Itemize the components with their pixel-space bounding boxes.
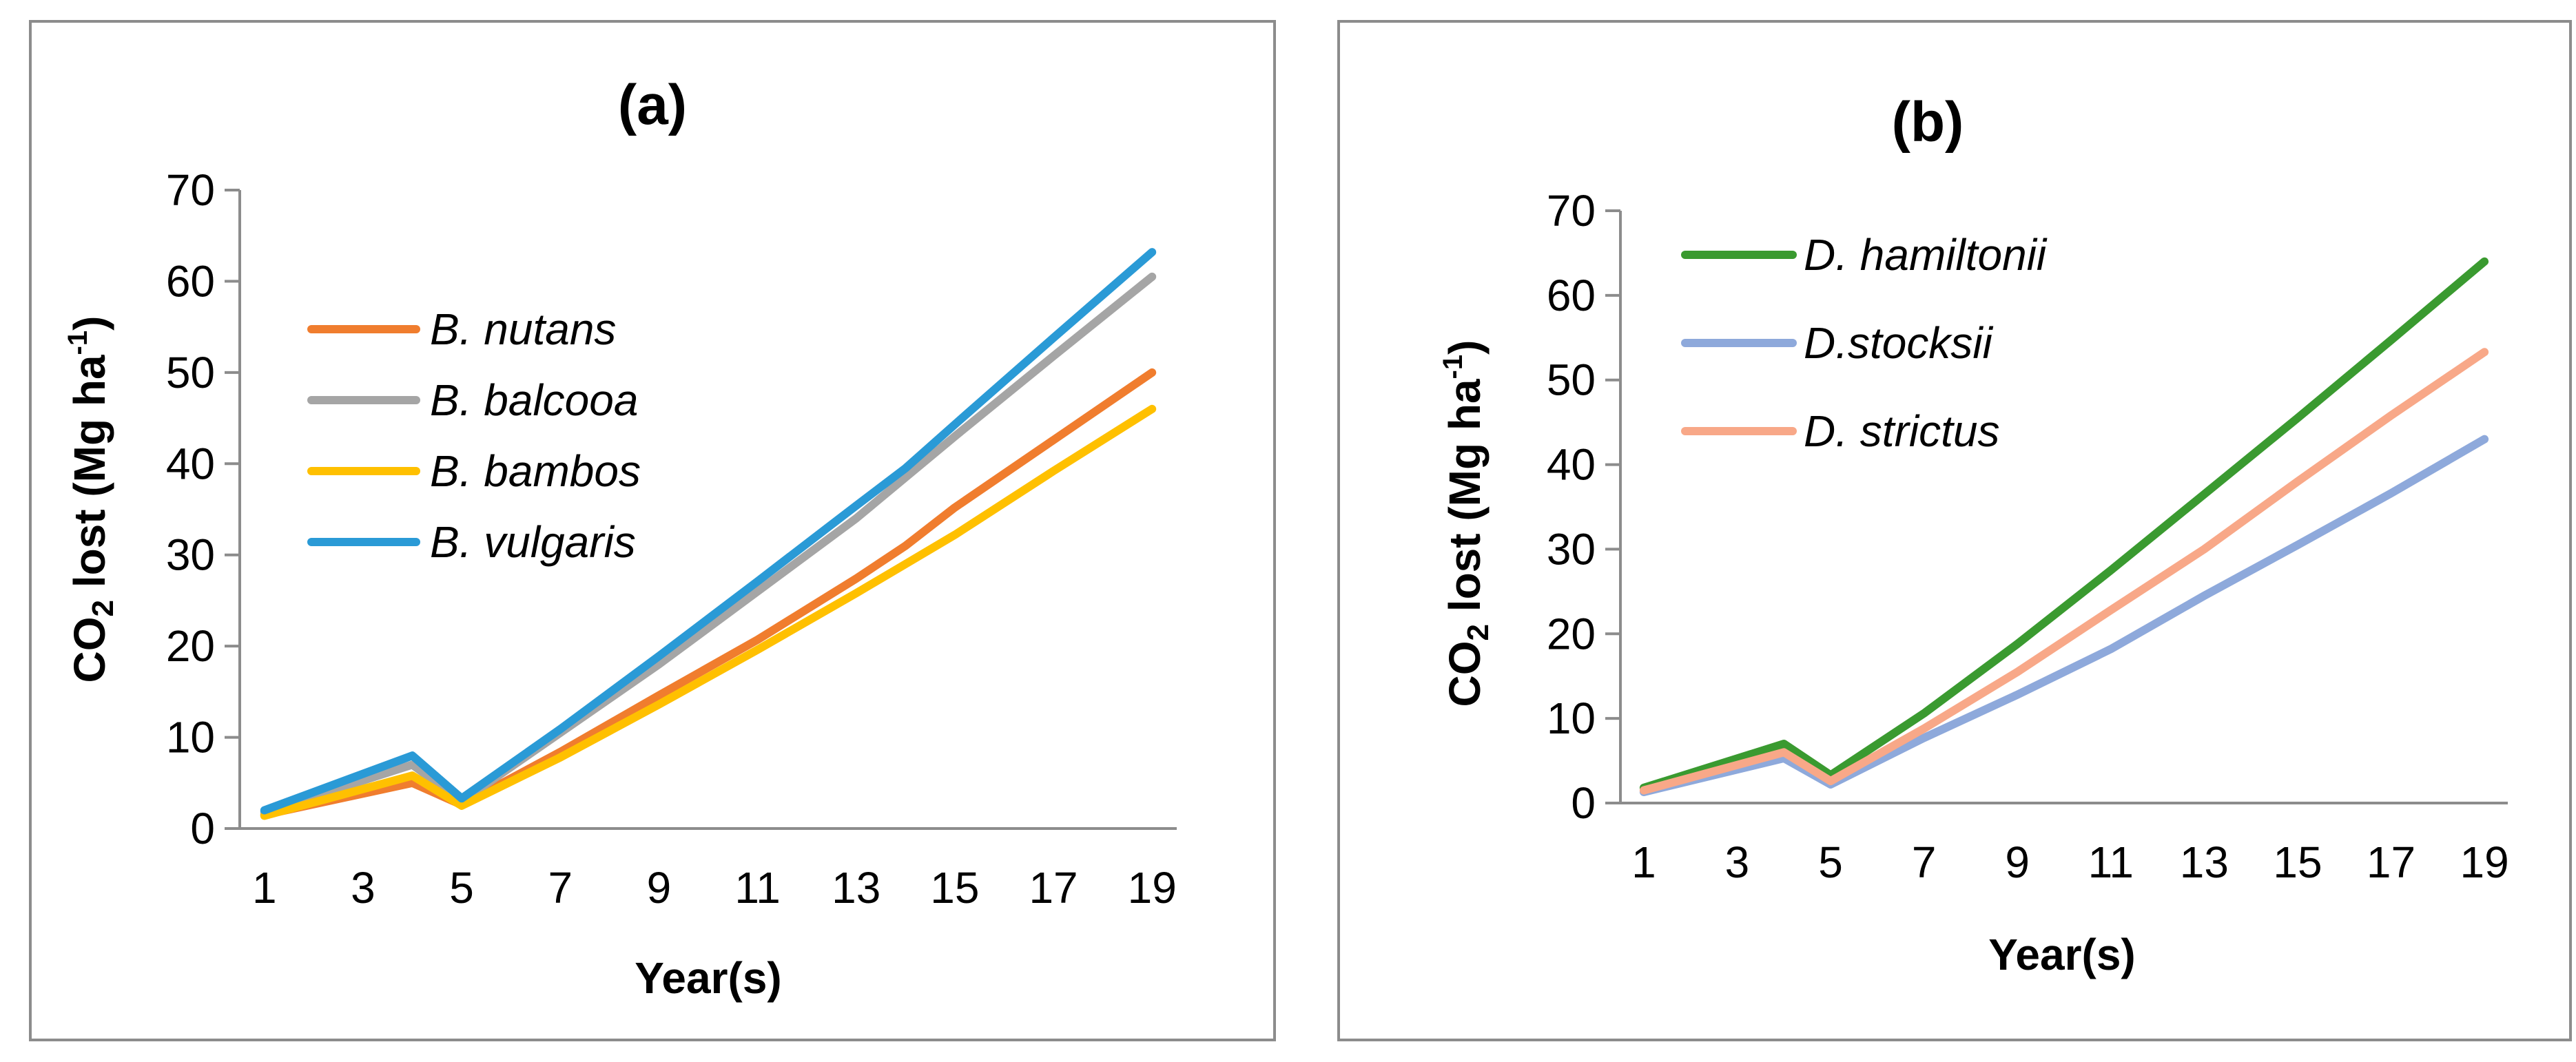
y-tick-label: 60 <box>166 256 215 306</box>
y-tick-label: 20 <box>1547 609 1596 658</box>
panel-b-y-axis-title: CO2 lost (Mg ha-1) <box>1438 340 1495 707</box>
legend-label: B. balcooa <box>430 375 638 425</box>
x-tick-label: 17 <box>2367 837 2415 887</box>
y-tick-label: 50 <box>1547 355 1596 405</box>
panel-a-y-axis-title: CO2 lost (Mg ha-1) <box>63 316 120 683</box>
series-line-b-bambos <box>260 404 1157 820</box>
x-tick-label: 9 <box>2005 837 2030 887</box>
x-tick-label: 5 <box>449 863 474 913</box>
x-tick-label: 17 <box>1029 863 1078 913</box>
legend-label: B. bambos <box>430 446 641 496</box>
series-line-d-strictus <box>1639 348 2489 795</box>
legend-label: D.stocksii <box>1804 318 1994 368</box>
y-tick-label: 10 <box>1547 694 1596 743</box>
x-tick-label: 19 <box>2460 837 2509 887</box>
x-tick-label: 13 <box>832 863 880 913</box>
legend-label: B. vulgaris <box>430 517 636 567</box>
x-tick-label: 3 <box>1725 837 1750 887</box>
x-tick-label: 11 <box>734 863 780 913</box>
x-tick-label: 15 <box>930 863 979 913</box>
x-tick-label: 7 <box>548 863 573 913</box>
x-tick-label: 15 <box>2273 837 2322 887</box>
series-line-d-hamiltonii <box>1639 257 2489 792</box>
x-tick-label: 19 <box>1128 863 1177 913</box>
x-tick-label: 11 <box>2088 837 2134 887</box>
x-tick-label: 1 <box>252 863 277 913</box>
y-tick-label: 10 <box>166 713 215 762</box>
x-tick-label: 5 <box>1818 837 1843 887</box>
legend-label: B. nutans <box>430 304 616 354</box>
y-tick-label: 40 <box>1547 440 1596 490</box>
y-tick-label: 70 <box>1547 186 1596 236</box>
x-tick-label: 13 <box>2180 837 2229 887</box>
panel-b-x-axis-title: Year(s) <box>1988 930 2135 979</box>
panel-b-title: (b) <box>1892 91 1964 154</box>
panel-a-x-axis-title: Year(s) <box>635 953 781 1003</box>
y-tick-label: 20 <box>166 621 215 671</box>
y-tick-label: 60 <box>1547 271 1596 320</box>
x-tick-label: 7 <box>1912 837 1937 887</box>
legend-label: D. strictus <box>1804 406 1999 456</box>
legend-label: D. hamiltonii <box>1804 230 2048 280</box>
x-tick-label: 3 <box>351 863 375 913</box>
y-tick-label: 0 <box>190 804 215 853</box>
x-tick-label: 9 <box>647 863 672 913</box>
series-line-b-vulgaris <box>260 248 1157 815</box>
y-tick-label: 40 <box>166 439 215 488</box>
y-tick-label: 30 <box>166 530 215 580</box>
panel-a-title: (a) <box>618 74 687 136</box>
y-tick-label: 30 <box>1547 524 1596 574</box>
x-tick-label: 1 <box>1631 837 1656 887</box>
y-tick-label: 70 <box>166 165 215 215</box>
panel-b-frame <box>1337 20 2572 1041</box>
y-tick-label: 0 <box>1571 778 1596 828</box>
y-tick-label: 50 <box>166 348 215 397</box>
